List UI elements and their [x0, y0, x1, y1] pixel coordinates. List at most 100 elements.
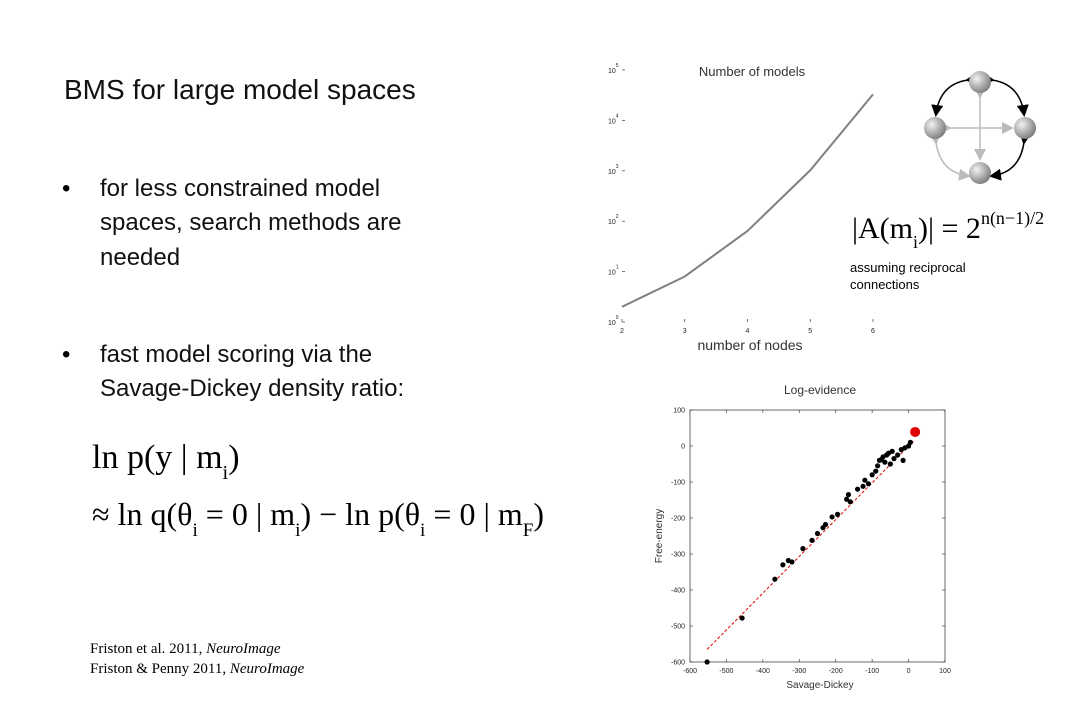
- y-tick-label: -100: [671, 480, 685, 487]
- reference-journal: NeuroImage: [205, 641, 281, 657]
- point: [800, 546, 806, 552]
- tick-base: 10: [608, 219, 616, 226]
- x-tick-label: -400: [756, 668, 770, 675]
- bullet-text: spaces, search methods are: [100, 209, 402, 236]
- tick-base: 10: [608, 118, 616, 125]
- point: [887, 461, 893, 467]
- x-tick-label: 2: [620, 328, 624, 335]
- subscript: i: [295, 520, 300, 541]
- text-part: ≈ ln q(θ: [92, 496, 192, 532]
- data-line: [621, 93, 874, 308]
- point: [822, 521, 829, 528]
- point: [895, 452, 901, 458]
- reference-journal: NeuroImage: [229, 661, 305, 677]
- reference: Friston et al. 2011, NeuroImage: [90, 641, 281, 657]
- y-axis-label: Free-energy: [654, 509, 665, 563]
- x-tick-label: -200: [829, 668, 843, 675]
- point: [889, 448, 895, 454]
- point: [910, 426, 921, 437]
- slide-title: BMS for large model spaces: [64, 74, 416, 105]
- reference-text: Friston et al. 2011,: [90, 641, 206, 657]
- y-tick-label: -200: [671, 516, 685, 523]
- text-part: ln p(y | m: [92, 439, 223, 476]
- text-part: = 0 | m: [198, 496, 295, 532]
- tick-exponent: 3: [616, 164, 619, 170]
- point: [875, 463, 881, 469]
- point: [882, 459, 888, 465]
- y-tick-label: -500: [671, 624, 685, 631]
- text-part: ): [533, 496, 544, 532]
- point: [739, 615, 745, 621]
- tick-exponent: 5: [616, 63, 619, 69]
- bullet-text: for less constrained model: [100, 175, 380, 202]
- equation: ≈ ln q(θi = 0 | mi) − ln p(θi = 0 | mF): [92, 496, 544, 541]
- point: [789, 559, 795, 565]
- plot-frame: [689, 409, 946, 663]
- point: [829, 514, 835, 520]
- point: [847, 499, 853, 505]
- x-tick-label: 4: [746, 328, 750, 335]
- y-tick-label: 103: [608, 164, 619, 176]
- x-tick-label: -600: [683, 668, 697, 675]
- equation: ln p(y | mi): [92, 439, 240, 484]
- y-tick-label: 100: [608, 315, 619, 327]
- y-tick-label: 101: [608, 265, 619, 277]
- y-tick-label: 102: [608, 214, 619, 226]
- text-part: )| = 2: [918, 212, 981, 245]
- point: [891, 456, 897, 462]
- point: [854, 486, 861, 492]
- x-axis-label: Savage-Dickey: [786, 680, 853, 691]
- y-tick-label: -300: [671, 552, 685, 559]
- x-tick-label: 5: [808, 328, 812, 335]
- y-tick-label: -400: [671, 588, 685, 595]
- subscript: i: [223, 462, 229, 484]
- x-tick-label: -100: [865, 668, 879, 675]
- point: [704, 659, 710, 665]
- point: [900, 457, 906, 463]
- x-tick-label: -300: [792, 668, 806, 675]
- point: [809, 537, 815, 543]
- x-tick-label: 100: [939, 668, 951, 675]
- point: [845, 492, 852, 498]
- x-tick-label: 0: [907, 668, 911, 675]
- bullet: •: [62, 175, 70, 202]
- formula: |A(mi)| = 2n(n−1)/2: [852, 208, 1044, 252]
- point: [860, 483, 866, 489]
- tick-base: 10: [608, 169, 616, 176]
- point: [780, 562, 786, 568]
- tick-exponent: 0: [616, 315, 619, 321]
- bullet-text: fast model scoring via the: [100, 341, 372, 368]
- tick-base: 10: [608, 68, 616, 75]
- x-tick-label: -500: [719, 668, 733, 675]
- bullet-text: Savage-Dickey density ratio:: [100, 375, 404, 402]
- subscript: i: [192, 520, 197, 541]
- subscript: F: [523, 520, 534, 541]
- point: [862, 477, 868, 483]
- tick-exponent: 4: [616, 113, 619, 119]
- tick-base: 10: [608, 270, 616, 277]
- point: [869, 472, 875, 478]
- note: connections: [850, 277, 920, 292]
- point: [907, 439, 913, 445]
- superscript: n(n−1)/2: [981, 208, 1044, 229]
- y-tick-label: 100: [673, 408, 685, 415]
- y-tick-label: -600: [671, 660, 685, 667]
- x-tick-label: 6: [871, 328, 875, 335]
- note: assuming reciprocal: [850, 260, 966, 275]
- subscript: i: [913, 232, 918, 252]
- chart-title: Log-evidence: [784, 383, 856, 397]
- fit-line: [706, 440, 915, 650]
- tick-exponent: 2: [616, 214, 619, 220]
- bullet-text: needed: [100, 244, 180, 271]
- text-part: ) − ln p(θ: [300, 496, 420, 532]
- text-part: = 0 | m: [425, 496, 522, 532]
- point: [814, 530, 821, 537]
- point: [834, 511, 841, 517]
- subscript: i: [420, 520, 425, 541]
- point: [873, 468, 879, 474]
- reference-text: Friston & Penny 2011,: [90, 661, 230, 677]
- x-axis-label: number of nodes: [697, 337, 802, 353]
- x-tick-label: 3: [683, 328, 687, 335]
- text-part: |A(m: [852, 212, 913, 245]
